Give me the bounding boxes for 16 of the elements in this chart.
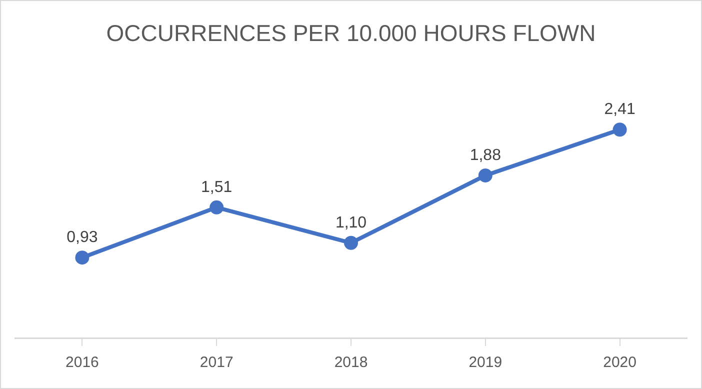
x-tick-label: 2017 [200,354,234,372]
point [75,250,90,265]
data-label: 1,88 [470,146,502,164]
x-tick-label: 2018 [334,354,368,372]
data-label: 2,41 [604,101,636,118]
point [612,122,627,137]
chart-title: OCCURRENCES PER 10.000 HOURS FLOWN [106,20,596,46]
x-tick-label: 2020 [603,354,636,372]
data-label: 1,51 [201,178,232,196]
data-label: 1,10 [335,214,367,232]
data-label: 0,93 [66,228,98,246]
x-tick-label: 2016 [66,354,99,372]
point [478,168,492,182]
x-tick-label: 2019 [468,354,502,372]
point [344,236,358,250]
point [210,200,224,214]
